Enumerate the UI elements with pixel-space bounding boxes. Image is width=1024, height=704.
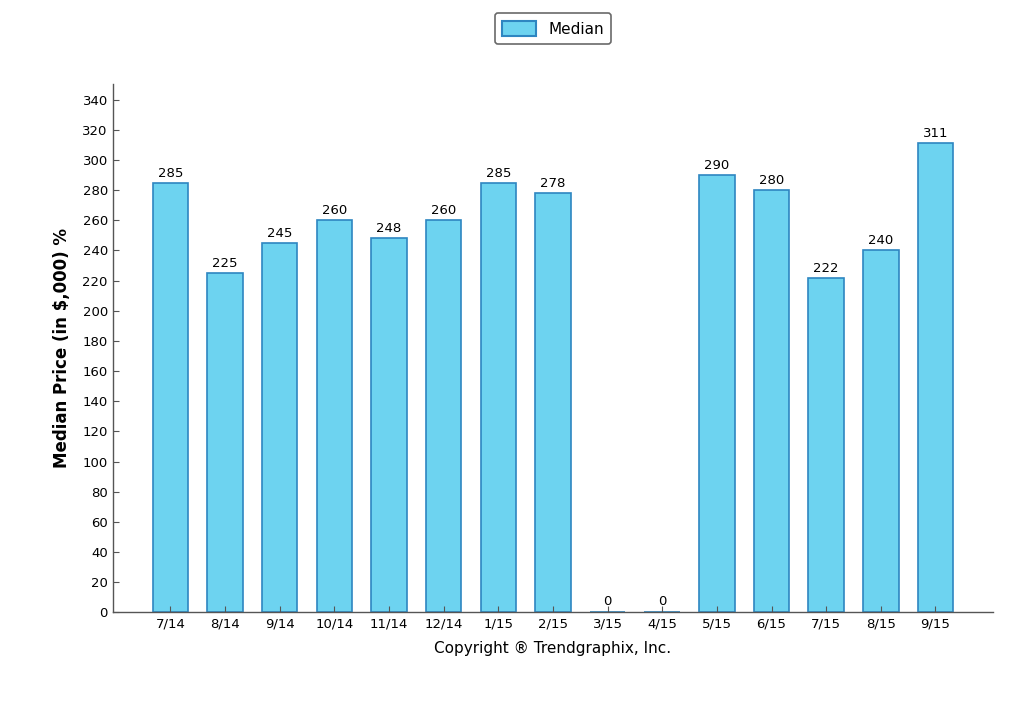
Text: 0: 0 (603, 595, 611, 608)
Bar (536, 193, 570, 612)
Text: 222: 222 (813, 262, 839, 275)
Text: 278: 278 (541, 177, 565, 190)
Bar (699, 175, 734, 612)
Text: 311: 311 (923, 127, 948, 140)
Y-axis label: Median Price (in $,000) %: Median Price (in $,000) % (53, 229, 72, 468)
Text: 290: 290 (705, 159, 729, 172)
Text: 260: 260 (431, 204, 457, 218)
Legend: Median: Median (495, 13, 611, 44)
Text: 285: 285 (158, 167, 183, 180)
Text: 280: 280 (759, 174, 784, 187)
Text: 285: 285 (485, 167, 511, 180)
Text: 260: 260 (322, 204, 347, 218)
Text: 245: 245 (267, 227, 293, 240)
Text: 240: 240 (868, 234, 894, 247)
Bar (863, 251, 899, 612)
Bar (262, 243, 298, 612)
Bar (372, 239, 407, 612)
X-axis label: Copyright ® Trendgraphix, Inc.: Copyright ® Trendgraphix, Inc. (434, 641, 672, 656)
Text: 225: 225 (212, 257, 238, 270)
Bar (153, 182, 188, 612)
Text: 248: 248 (377, 222, 401, 235)
Bar (754, 190, 790, 612)
Bar (207, 273, 243, 612)
Bar (316, 220, 352, 612)
Bar (918, 144, 953, 612)
Text: 0: 0 (658, 595, 667, 608)
Bar (808, 277, 844, 612)
Bar (480, 182, 516, 612)
Bar (426, 220, 462, 612)
